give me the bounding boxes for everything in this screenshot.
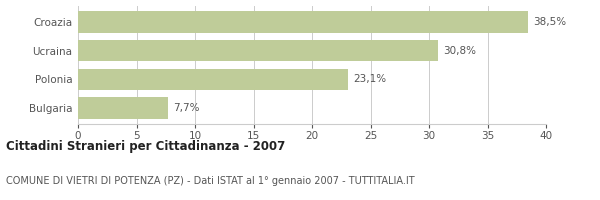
Text: Cittadini Stranieri per Cittadinanza - 2007: Cittadini Stranieri per Cittadinanza - 2… [6,140,285,153]
Text: COMUNE DI VIETRI DI POTENZA (PZ) - Dati ISTAT al 1° gennaio 2007 - TUTTITALIA.IT: COMUNE DI VIETRI DI POTENZA (PZ) - Dati … [6,176,415,186]
Bar [78,11,529,33]
Bar [78,69,348,90]
Bar [78,40,439,61]
Text: 38,5%: 38,5% [533,17,566,27]
Bar [78,97,168,119]
Text: 30,8%: 30,8% [443,46,476,56]
Text: 23,1%: 23,1% [353,74,386,84]
Text: 7,7%: 7,7% [173,103,199,113]
